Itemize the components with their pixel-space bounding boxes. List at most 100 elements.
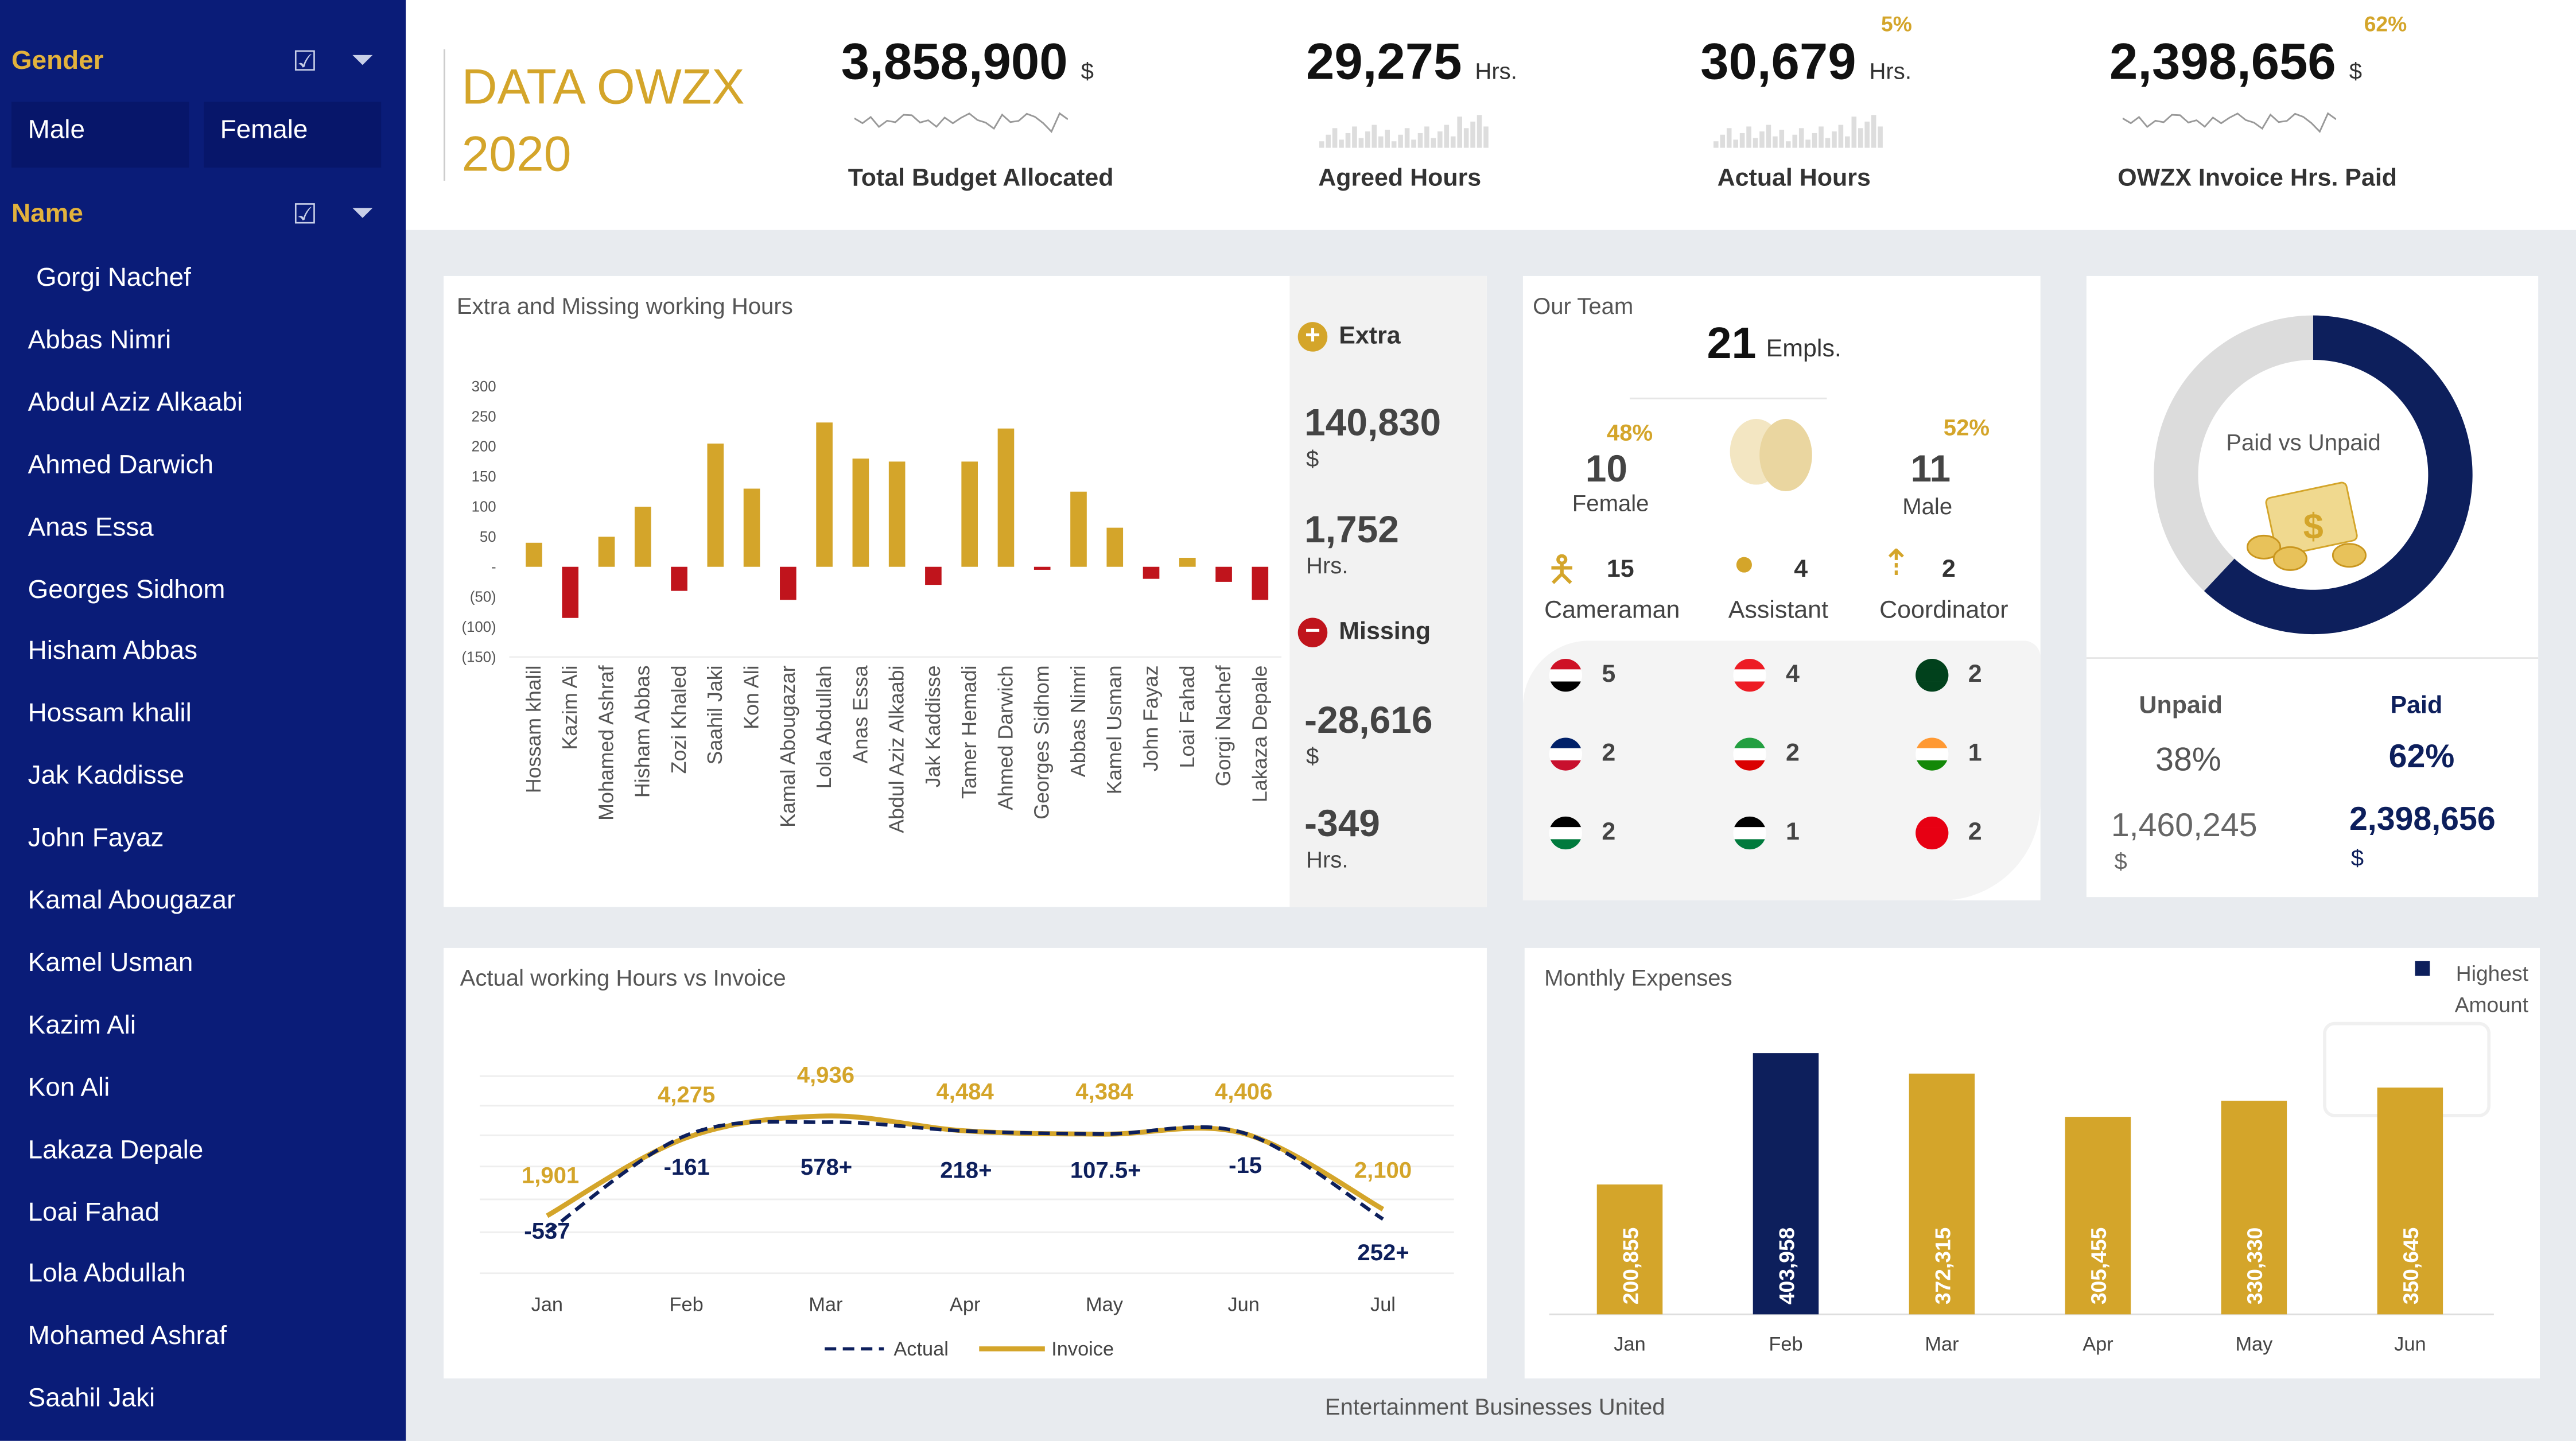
invoice-data-label: 4,936 xyxy=(797,1063,854,1088)
donut-slice-unpaid[interactable] xyxy=(2154,315,2313,591)
bar[interactable] xyxy=(707,443,724,567)
x-tick-label: Feb xyxy=(670,1294,704,1316)
palestine-flag-icon xyxy=(1733,816,1766,850)
kpi-percent: 5% xyxy=(1881,11,1912,36)
unpaid-percent: 38% xyxy=(2155,743,2221,779)
x-tick-label: John Fayaz xyxy=(1139,665,1162,771)
clear-filter-icon[interactable]: ⏷ xyxy=(351,197,374,228)
egypt-flag-icon xyxy=(1549,659,1582,692)
extra-missing-chart: 300 250 200 150 100 50 - (50) (100) (150) Hossam k… xyxy=(461,379,1282,833)
y-tick-label: 250 xyxy=(472,409,496,425)
bar[interactable] xyxy=(598,537,615,567)
tunisia-flag-icon xyxy=(1916,816,1949,850)
name-option[interactable]: Kon Ali xyxy=(28,1074,110,1102)
name-option[interactable]: Lola Abdullah xyxy=(28,1260,186,1289)
missing-amount: -28,616 xyxy=(1304,698,1433,741)
name-option[interactable]: Saahil Jaki xyxy=(28,1385,156,1413)
invoice-data-label: 1,901 xyxy=(522,1163,579,1188)
bar[interactable] xyxy=(1179,557,1196,567)
kpi-header: DATA OWZX 2020 3,858,900 $ Total Budget Al… xyxy=(406,0,2576,230)
bar[interactable] xyxy=(961,461,978,567)
legend-label-invoice: Invoice xyxy=(1051,1338,1114,1360)
paid-unpaid-donut: $ xyxy=(2154,315,2473,635)
x-tick-label: Abbas Nimri xyxy=(1067,665,1090,777)
multi-select-icon[interactable]: ☑ xyxy=(292,46,318,77)
paid-unpaid-panel: $ Paid vs Unpaid Unpaid 38% 1,460,245 $ … xyxy=(2086,275,2539,898)
female-label: Female xyxy=(1572,490,1649,516)
name-option[interactable]: Ahmed Darwich xyxy=(28,451,213,480)
name-option[interactable]: Jak Kaddisse xyxy=(28,762,185,791)
bar[interactable] xyxy=(1596,1184,1663,1315)
missing-hours: -349 xyxy=(1304,802,1380,845)
name-option[interactable]: Kamel Usman xyxy=(28,949,193,978)
x-tick-label: Jul xyxy=(1370,1294,1396,1316)
bar[interactable] xyxy=(816,422,833,567)
unit: $ xyxy=(1306,743,1319,769)
kpi-sparkline xyxy=(854,112,1068,133)
kpi-sparkline xyxy=(1319,115,1489,148)
bar[interactable] xyxy=(2221,1101,2287,1315)
plus-icon: + xyxy=(1297,322,1328,352)
bar-data-label: 330,330 xyxy=(2243,1228,2267,1304)
country-count: 1 xyxy=(1968,739,1982,767)
bar[interactable] xyxy=(526,542,542,567)
name-option[interactable]: John Fayaz xyxy=(28,825,164,853)
bar[interactable] xyxy=(852,459,869,567)
paid-amount: 2,398,656 xyxy=(2349,802,2496,838)
gender-option-male[interactable]: Male xyxy=(11,102,189,168)
kpi-unit: Hrs. xyxy=(1475,57,1517,84)
bar[interactable] xyxy=(1215,566,1232,582)
bar[interactable] xyxy=(997,428,1015,567)
panel-title: Actual working Hours vs Invoice xyxy=(460,964,786,991)
bar[interactable] xyxy=(1252,566,1269,600)
clear-filter-icon[interactable]: ⏷ xyxy=(351,44,374,76)
name-option[interactable]: Kamal Abougazar xyxy=(28,887,236,915)
multi-select-icon[interactable]: ☑ xyxy=(292,199,318,230)
gender-option-female[interactable]: Female xyxy=(203,102,382,168)
name-option[interactable]: Hisham Abbas xyxy=(28,638,198,666)
name-option[interactable]: Abdul Aziz Alkaabi xyxy=(28,389,243,417)
bar[interactable] xyxy=(743,488,760,567)
bar[interactable] xyxy=(562,566,579,618)
bar[interactable] xyxy=(2377,1087,2443,1315)
dashboard-title: DATA OWZX 2020 xyxy=(461,54,744,189)
bar[interactable] xyxy=(1143,566,1160,579)
y-tick-label: 200 xyxy=(472,439,496,455)
name-option[interactable]: Hossam khalil xyxy=(28,700,192,729)
country-count: 2 xyxy=(1785,739,1800,767)
x-tick-label: Kamel Usman xyxy=(1103,665,1126,794)
name-option[interactable]: Kazim Ali xyxy=(28,1011,137,1040)
name-option[interactable]: Georges Sidhom xyxy=(28,576,226,604)
name-option[interactable]: Loai Fahad xyxy=(28,1198,160,1227)
bar[interactable] xyxy=(1753,1053,1819,1315)
bar[interactable] xyxy=(925,566,942,585)
name-option[interactable]: Lakaza Depale xyxy=(28,1136,204,1164)
bar[interactable] xyxy=(671,566,687,591)
name-option[interactable]: Abbas Nimri xyxy=(28,327,172,355)
unit: $ xyxy=(2350,844,2364,871)
country-count: 1 xyxy=(1785,818,1800,846)
x-tick-label: Kon Ali xyxy=(740,665,763,729)
bar[interactable] xyxy=(634,506,651,567)
bar[interactable] xyxy=(888,461,906,567)
kpi-sparkline xyxy=(1714,115,1883,148)
donut-label: Paid vs Unpaid xyxy=(2226,429,2381,456)
name-option[interactable]: Gorgi Nachef xyxy=(36,264,191,293)
series-line-actual[interactable] xyxy=(546,1120,1384,1234)
bar[interactable] xyxy=(1070,491,1087,567)
kpi-number: 2,398,656 xyxy=(2109,33,2336,91)
kpi-value: 3,858,900 $ xyxy=(841,33,1094,92)
bar[interactable] xyxy=(2065,1117,2131,1315)
footer-text: Entertainment Businesses United xyxy=(1324,1393,1665,1420)
hours-vs-invoice-chart: Jan 1,901 -537 Feb 4,275 -161 Mar 4,936 578+ Apr 4… xyxy=(479,1063,1454,1360)
x-tick-label: Jak Kaddisse xyxy=(922,665,945,787)
kpi-value: 2,398,656 $ xyxy=(2109,33,2362,92)
name-option[interactable]: Mohamed Ashraf xyxy=(28,1323,227,1351)
bar[interactable] xyxy=(1909,1073,1975,1315)
donut-slice-paid[interactable] xyxy=(2204,315,2473,635)
name-option[interactable]: Anas Essa xyxy=(28,513,154,542)
divider xyxy=(2086,657,2539,659)
bar[interactable] xyxy=(780,566,796,600)
bar[interactable] xyxy=(1033,566,1051,570)
bar[interactable] xyxy=(1106,527,1124,567)
